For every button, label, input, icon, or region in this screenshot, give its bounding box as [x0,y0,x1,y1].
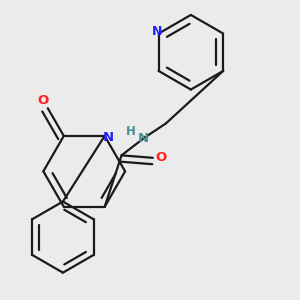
Text: N: N [152,25,162,38]
Text: O: O [37,94,48,107]
Text: O: O [155,151,166,164]
Text: N: N [137,132,148,145]
Text: N: N [103,131,114,144]
Text: H: H [126,125,136,138]
